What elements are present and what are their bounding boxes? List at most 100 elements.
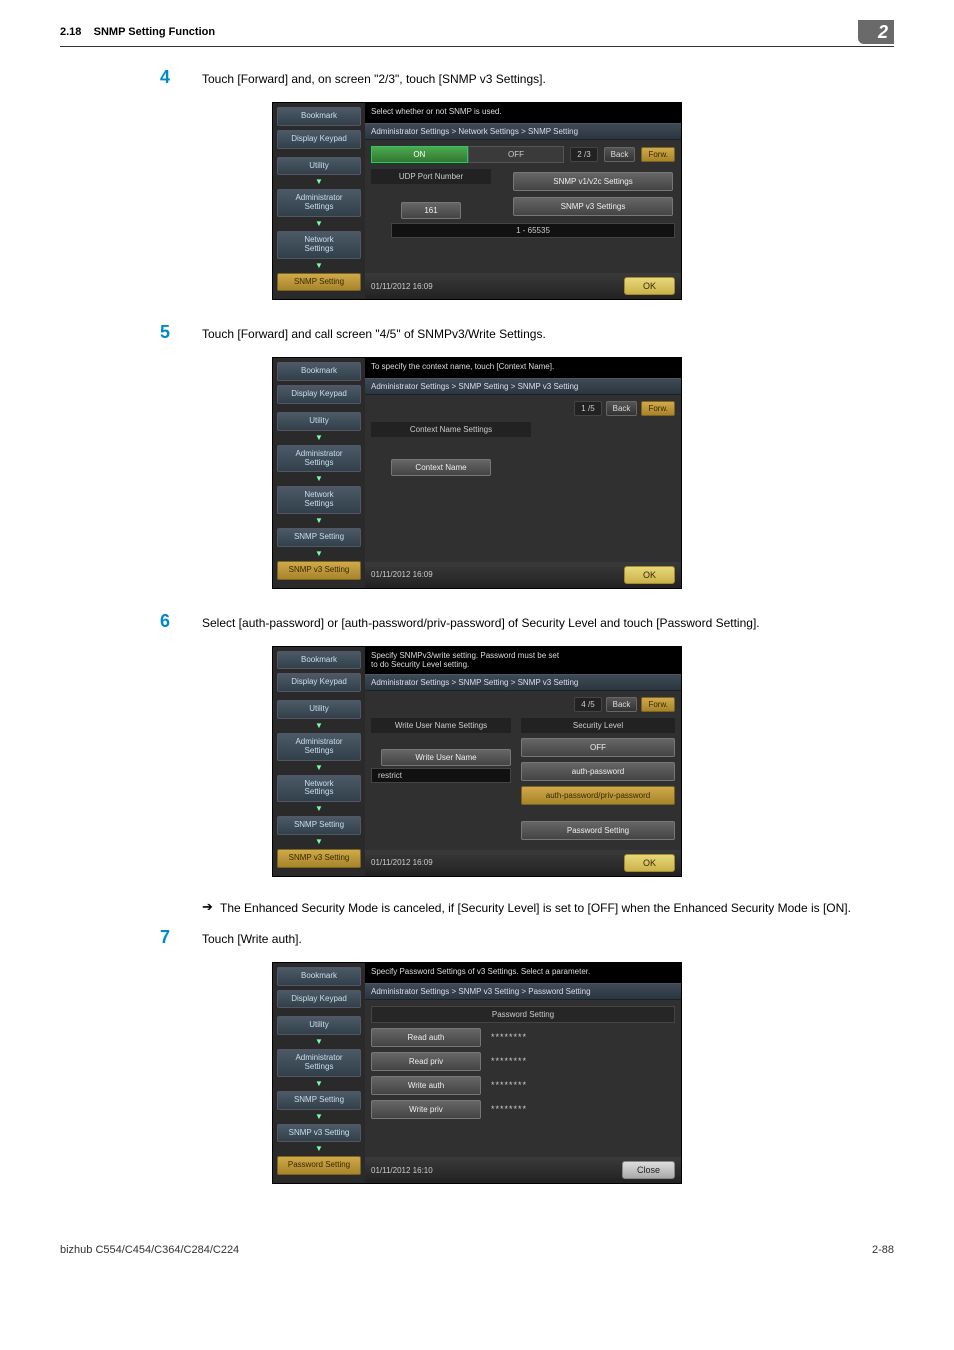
chevron-down-icon: ▼ bbox=[277, 177, 361, 186]
ok-button[interactable]: OK bbox=[624, 277, 675, 295]
context-name-settings-label: Context Name Settings bbox=[371, 422, 531, 437]
display-keypad-button[interactable]: Display Keypad bbox=[277, 130, 361, 149]
sidebar-snmp-setting[interactable]: SNMP Setting bbox=[277, 1091, 361, 1110]
chevron-down-icon: ▼ bbox=[277, 1079, 361, 1088]
forward-button[interactable]: Forw. bbox=[641, 401, 675, 416]
page-indicator: 2 /3 bbox=[570, 147, 597, 162]
back-button[interactable]: Back bbox=[604, 147, 636, 162]
port-range: 1 - 65535 bbox=[391, 223, 675, 238]
sidebar-utility[interactable]: Utility bbox=[277, 700, 361, 719]
step-number: 5 bbox=[160, 322, 202, 343]
bookmark-button[interactable]: Bookmark bbox=[277, 967, 361, 986]
display-keypad-button[interactable]: Display Keypad bbox=[277, 673, 361, 692]
read-auth-value: ******** bbox=[491, 1032, 527, 1042]
bookmark-button[interactable]: Bookmark bbox=[277, 107, 361, 126]
chevron-down-icon: ▼ bbox=[277, 516, 361, 525]
step-text: Touch [Forward] and, on screen "2/3", to… bbox=[202, 67, 546, 88]
sidebar-snmp-setting[interactable]: SNMP Setting bbox=[277, 816, 361, 835]
close-button[interactable]: Close bbox=[622, 1161, 675, 1179]
udp-port-label: UDP Port Number bbox=[371, 169, 491, 184]
hint-text: Specify SNMPv3/write setting. Password m… bbox=[365, 647, 681, 674]
ok-button[interactable]: OK bbox=[624, 566, 675, 584]
footer-model: bizhub C554/C454/C364/C284/C224 bbox=[60, 1244, 239, 1256]
read-priv-value: ******** bbox=[491, 1056, 527, 1066]
screenshot-context-name: Bookmark Display Keypad Utility ▼ Admini… bbox=[272, 357, 682, 588]
context-name-button[interactable]: Context Name bbox=[391, 459, 491, 476]
security-level-authpriv[interactable]: auth-password/priv-password bbox=[521, 786, 675, 805]
write-user-name-settings-label: Write User Name Settings bbox=[371, 718, 511, 733]
sidebar-admin-settings[interactable]: Administrator Settings bbox=[277, 445, 361, 473]
screenshot-snmp-setting: Bookmark Display Keypad Utility ▼ Admini… bbox=[272, 102, 682, 300]
chevron-down-icon: ▼ bbox=[277, 837, 361, 846]
sidebar-admin-settings[interactable]: Administrator Settings bbox=[277, 189, 361, 217]
chevron-down-icon: ▼ bbox=[277, 763, 361, 772]
step-number: 6 bbox=[160, 611, 202, 632]
write-user-name-value: restrict bbox=[371, 768, 511, 783]
sidebar-snmp-v3-setting[interactable]: SNMP v3 Setting bbox=[277, 849, 361, 868]
sidebar-password-setting[interactable]: Password Setting bbox=[277, 1156, 361, 1175]
tab-off[interactable]: OFF bbox=[468, 146, 565, 163]
sidebar-snmp-setting[interactable]: SNMP Setting bbox=[277, 528, 361, 547]
breadcrumb: Administrator Settings > SNMP Setting > … bbox=[365, 674, 681, 691]
udp-port-button[interactable]: 161 bbox=[401, 202, 461, 219]
section-number: 2.18 bbox=[60, 26, 81, 38]
bookmark-button[interactable]: Bookmark bbox=[277, 362, 361, 381]
forward-button[interactable]: Forw. bbox=[641, 697, 675, 712]
note-text: The Enhanced Security Mode is canceled, … bbox=[220, 899, 851, 917]
sidebar-admin-settings[interactable]: Administrator Settings bbox=[277, 1049, 361, 1077]
hint-text: Specify Password Settings of v3 Settings… bbox=[365, 963, 681, 983]
sidebar-network-settings[interactable]: Network Settings bbox=[277, 486, 361, 514]
screenshot-password-setting: Bookmark Display Keypad Utility ▼ Admini… bbox=[272, 962, 682, 1184]
breadcrumb: Administrator Settings > SNMP v3 Setting… bbox=[365, 983, 681, 1000]
chevron-down-icon: ▼ bbox=[277, 1144, 361, 1153]
sidebar-network-settings[interactable]: Network Settings bbox=[277, 231, 361, 259]
chevron-down-icon: ▼ bbox=[277, 721, 361, 730]
chevron-down-icon: ▼ bbox=[277, 1037, 361, 1046]
chapter-badge: 2 bbox=[858, 20, 894, 44]
step-number: 7 bbox=[160, 927, 202, 948]
tab-on[interactable]: ON bbox=[371, 146, 468, 163]
timestamp: 01/11/2012 16:10 bbox=[371, 1166, 433, 1175]
sidebar-utility[interactable]: Utility bbox=[277, 157, 361, 176]
footer-page: 2-88 bbox=[872, 1244, 894, 1256]
snmp-v3-settings-button[interactable]: SNMP v3 Settings bbox=[513, 197, 673, 216]
write-priv-button[interactable]: Write priv bbox=[371, 1100, 481, 1119]
screenshot-write-settings: Bookmark Display Keypad Utility ▼ Admini… bbox=[272, 646, 682, 877]
write-user-name-button[interactable]: Write User Name bbox=[381, 749, 511, 766]
read-priv-button[interactable]: Read priv bbox=[371, 1052, 481, 1071]
chevron-down-icon: ▼ bbox=[277, 433, 361, 442]
write-auth-button[interactable]: Write auth bbox=[371, 1076, 481, 1095]
password-setting-button[interactable]: Password Setting bbox=[521, 821, 675, 840]
write-auth-value: ******** bbox=[491, 1080, 527, 1090]
breadcrumb: Administrator Settings > Network Setting… bbox=[365, 123, 681, 140]
bookmark-button[interactable]: Bookmark bbox=[277, 651, 361, 670]
sidebar-network-settings[interactable]: Network Settings bbox=[277, 775, 361, 803]
sidebar-snmp-v3-setting[interactable]: SNMP v3 Setting bbox=[277, 561, 361, 580]
step-text: Touch [Write auth]. bbox=[202, 927, 302, 948]
sidebar-utility[interactable]: Utility bbox=[277, 412, 361, 431]
security-level-off[interactable]: OFF bbox=[521, 738, 675, 757]
sidebar-utility[interactable]: Utility bbox=[277, 1016, 361, 1035]
sidebar-snmp-setting[interactable]: SNMP Setting bbox=[277, 273, 361, 292]
chevron-down-icon: ▼ bbox=[277, 804, 361, 813]
sidebar-snmp-v3-setting[interactable]: SNMP v3 Setting bbox=[277, 1124, 361, 1143]
step-text: Touch [Forward] and call screen "4/5" of… bbox=[202, 322, 546, 343]
step-text: Select [auth-password] or [auth-password… bbox=[202, 611, 760, 632]
display-keypad-button[interactable]: Display Keypad bbox=[277, 990, 361, 1009]
back-button[interactable]: Back bbox=[606, 401, 638, 416]
sidebar-admin-settings[interactable]: Administrator Settings bbox=[277, 733, 361, 761]
display-keypad-button[interactable]: Display Keypad bbox=[277, 385, 361, 404]
chevron-down-icon: ▼ bbox=[277, 474, 361, 483]
page-indicator: 4 /5 bbox=[574, 697, 601, 712]
hint-text: To specify the context name, touch [Cont… bbox=[365, 358, 681, 378]
forward-button[interactable]: Forw. bbox=[641, 147, 675, 162]
back-button[interactable]: Back bbox=[606, 697, 638, 712]
snmp-v1v2c-settings-button[interactable]: SNMP v1/v2c Settings bbox=[513, 172, 673, 191]
step-number: 4 bbox=[160, 67, 202, 88]
read-auth-button[interactable]: Read auth bbox=[371, 1028, 481, 1047]
hint-text: Select whether or not SNMP is used. bbox=[365, 103, 681, 123]
timestamp: 01/11/2012 16:09 bbox=[371, 858, 433, 867]
ok-button[interactable]: OK bbox=[624, 854, 675, 872]
security-level-auth[interactable]: auth-password bbox=[521, 762, 675, 781]
chevron-down-icon: ▼ bbox=[277, 1112, 361, 1121]
